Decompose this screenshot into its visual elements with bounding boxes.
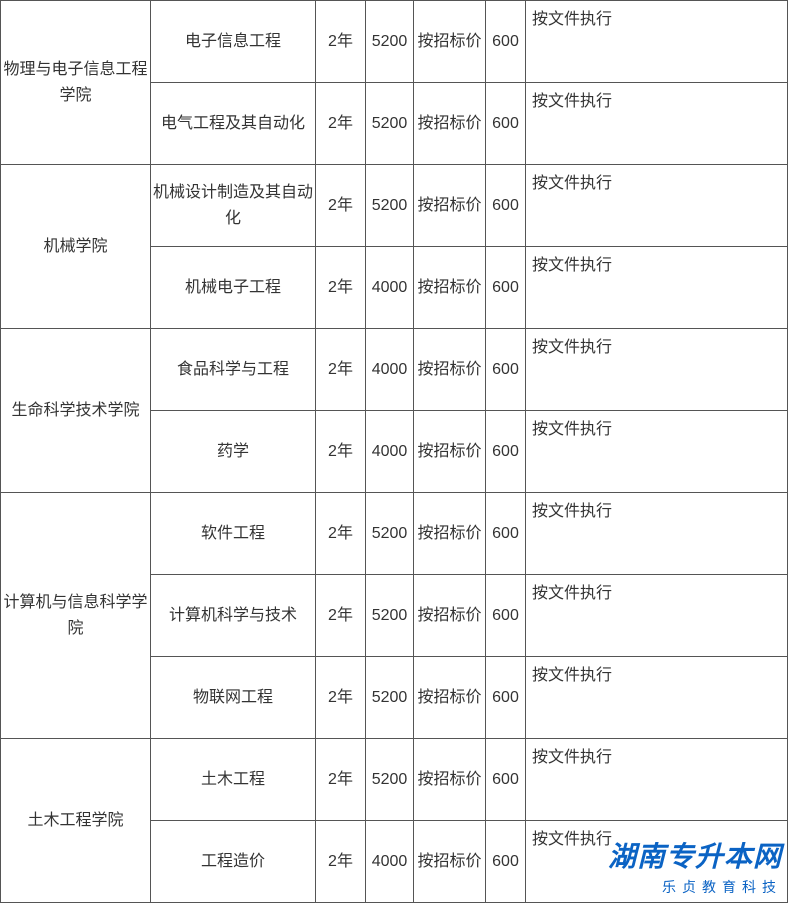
fee2-cell: 600 (486, 329, 526, 411)
note-cell: 按文件执行 (526, 821, 788, 903)
fee1-cell: 5200 (366, 165, 414, 247)
bid-cell: 按招标价 (414, 83, 486, 165)
fee-table-body: 物理与电子信息工程学院 电子信息工程 2年 5200 按招标价 600 按文件执… (1, 1, 788, 903)
major-cell: 食品科学与工程 (151, 329, 316, 411)
bid-cell: 按招标价 (414, 247, 486, 329)
note-cell: 按文件执行 (526, 575, 788, 657)
major-cell: 机械电子工程 (151, 247, 316, 329)
major-cell: 土木工程 (151, 739, 316, 821)
duration-cell: 2年 (316, 657, 366, 739)
fee2-cell: 600 (486, 83, 526, 165)
bid-cell: 按招标价 (414, 493, 486, 575)
duration-cell: 2年 (316, 1, 366, 83)
fee2-cell: 600 (486, 739, 526, 821)
fee2-cell: 600 (486, 821, 526, 903)
note-cell: 按文件执行 (526, 165, 788, 247)
fee1-cell: 4000 (366, 411, 414, 493)
fee-table: 物理与电子信息工程学院 电子信息工程 2年 5200 按招标价 600 按文件执… (0, 0, 788, 903)
fee2-cell: 600 (486, 247, 526, 329)
table-row: 物理与电子信息工程学院 电子信息工程 2年 5200 按招标价 600 按文件执… (1, 1, 788, 83)
bid-cell: 按招标价 (414, 329, 486, 411)
table-row: 机械学院 机械设计制造及其自动化 2年 5200 按招标价 600 按文件执行 (1, 165, 788, 247)
bid-cell: 按招标价 (414, 1, 486, 83)
school-cell: 机械学院 (1, 165, 151, 329)
fee1-cell: 5200 (366, 83, 414, 165)
fee2-cell: 600 (486, 575, 526, 657)
fee2-cell: 600 (486, 657, 526, 739)
duration-cell: 2年 (316, 247, 366, 329)
fee2-cell: 600 (486, 493, 526, 575)
school-cell: 土木工程学院 (1, 739, 151, 903)
fee2-cell: 600 (486, 411, 526, 493)
fee1-cell: 5200 (366, 493, 414, 575)
note-cell: 按文件执行 (526, 1, 788, 83)
fee1-cell: 4000 (366, 247, 414, 329)
school-cell: 物理与电子信息工程学院 (1, 1, 151, 165)
major-cell: 机械设计制造及其自动化 (151, 165, 316, 247)
bid-cell: 按招标价 (414, 411, 486, 493)
school-cell: 计算机与信息科学学院 (1, 493, 151, 739)
note-cell: 按文件执行 (526, 247, 788, 329)
duration-cell: 2年 (316, 739, 366, 821)
fee1-cell: 5200 (366, 657, 414, 739)
duration-cell: 2年 (316, 493, 366, 575)
school-cell: 生命科学技术学院 (1, 329, 151, 493)
major-cell: 软件工程 (151, 493, 316, 575)
fee2-cell: 600 (486, 1, 526, 83)
major-cell: 物联网工程 (151, 657, 316, 739)
bid-cell: 按招标价 (414, 575, 486, 657)
duration-cell: 2年 (316, 411, 366, 493)
fee1-cell: 5200 (366, 1, 414, 83)
fee1-cell: 5200 (366, 739, 414, 821)
fee2-cell: 600 (486, 165, 526, 247)
major-cell: 电子信息工程 (151, 1, 316, 83)
fee1-cell: 4000 (366, 329, 414, 411)
major-cell: 药学 (151, 411, 316, 493)
bid-cell: 按招标价 (414, 739, 486, 821)
table-row: 计算机与信息科学学院 软件工程 2年 5200 按招标价 600 按文件执行 (1, 493, 788, 575)
note-cell: 按文件执行 (526, 493, 788, 575)
duration-cell: 2年 (316, 821, 366, 903)
major-cell: 电气工程及其自动化 (151, 83, 316, 165)
table-row: 生命科学技术学院 食品科学与工程 2年 4000 按招标价 600 按文件执行 (1, 329, 788, 411)
bid-cell: 按招标价 (414, 657, 486, 739)
duration-cell: 2年 (316, 83, 366, 165)
fee1-cell: 5200 (366, 575, 414, 657)
note-cell: 按文件执行 (526, 329, 788, 411)
duration-cell: 2年 (316, 575, 366, 657)
fee1-cell: 4000 (366, 821, 414, 903)
table-row: 土木工程学院 土木工程 2年 5200 按招标价 600 按文件执行 (1, 739, 788, 821)
duration-cell: 2年 (316, 329, 366, 411)
bid-cell: 按招标价 (414, 165, 486, 247)
note-cell: 按文件执行 (526, 411, 788, 493)
major-cell: 工程造价 (151, 821, 316, 903)
major-cell: 计算机科学与技术 (151, 575, 316, 657)
note-cell: 按文件执行 (526, 657, 788, 739)
note-cell: 按文件执行 (526, 83, 788, 165)
bid-cell: 按招标价 (414, 821, 486, 903)
note-cell: 按文件执行 (526, 739, 788, 821)
duration-cell: 2年 (316, 165, 366, 247)
